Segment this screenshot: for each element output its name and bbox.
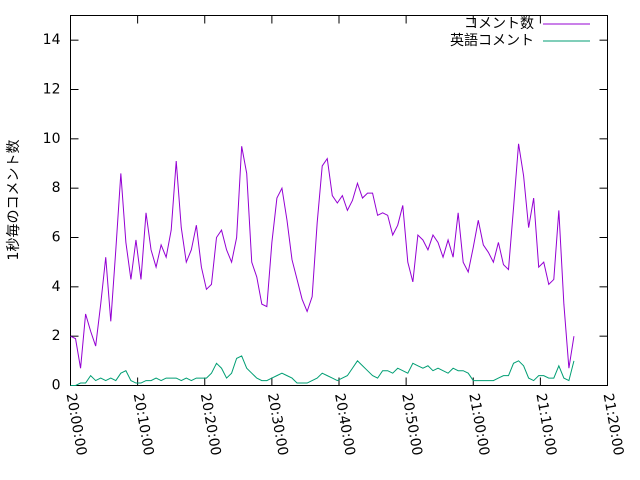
series-line — [70, 355, 575, 386]
y-tick-label: 12 — [43, 82, 61, 98]
x-tick-label: 20:10:00 — [130, 392, 157, 457]
x-tick-label: 20:20:00 — [197, 392, 224, 457]
x-tick-label: 21:10:00 — [532, 392, 559, 457]
x-tick-label: 21:00:00 — [465, 392, 492, 457]
y-tick-label: 6 — [52, 230, 61, 246]
y-tick-label: 0 — [52, 378, 61, 394]
x-tick-label: 21:20:00 — [600, 392, 627, 457]
series-line — [70, 143, 575, 369]
y-tick-label: 14 — [43, 32, 61, 48]
y-tick-label: 8 — [52, 180, 61, 196]
y-tick-label: 10 — [43, 131, 61, 147]
x-tick-label: 20:40:00 — [331, 392, 358, 457]
legend-label: 英語コメント — [450, 32, 534, 49]
y-tick-label: 2 — [52, 328, 61, 344]
x-tick-label: 20:50:00 — [398, 392, 425, 457]
y-axis-label: 1秒毎のコメント数 — [6, 140, 22, 261]
x-tick-label: 20:30:00 — [264, 392, 291, 457]
x-tick-label: 20:00:00 — [63, 392, 90, 457]
y-tick-label: 4 — [52, 279, 61, 295]
legend-label: コメント数 — [464, 16, 534, 32]
